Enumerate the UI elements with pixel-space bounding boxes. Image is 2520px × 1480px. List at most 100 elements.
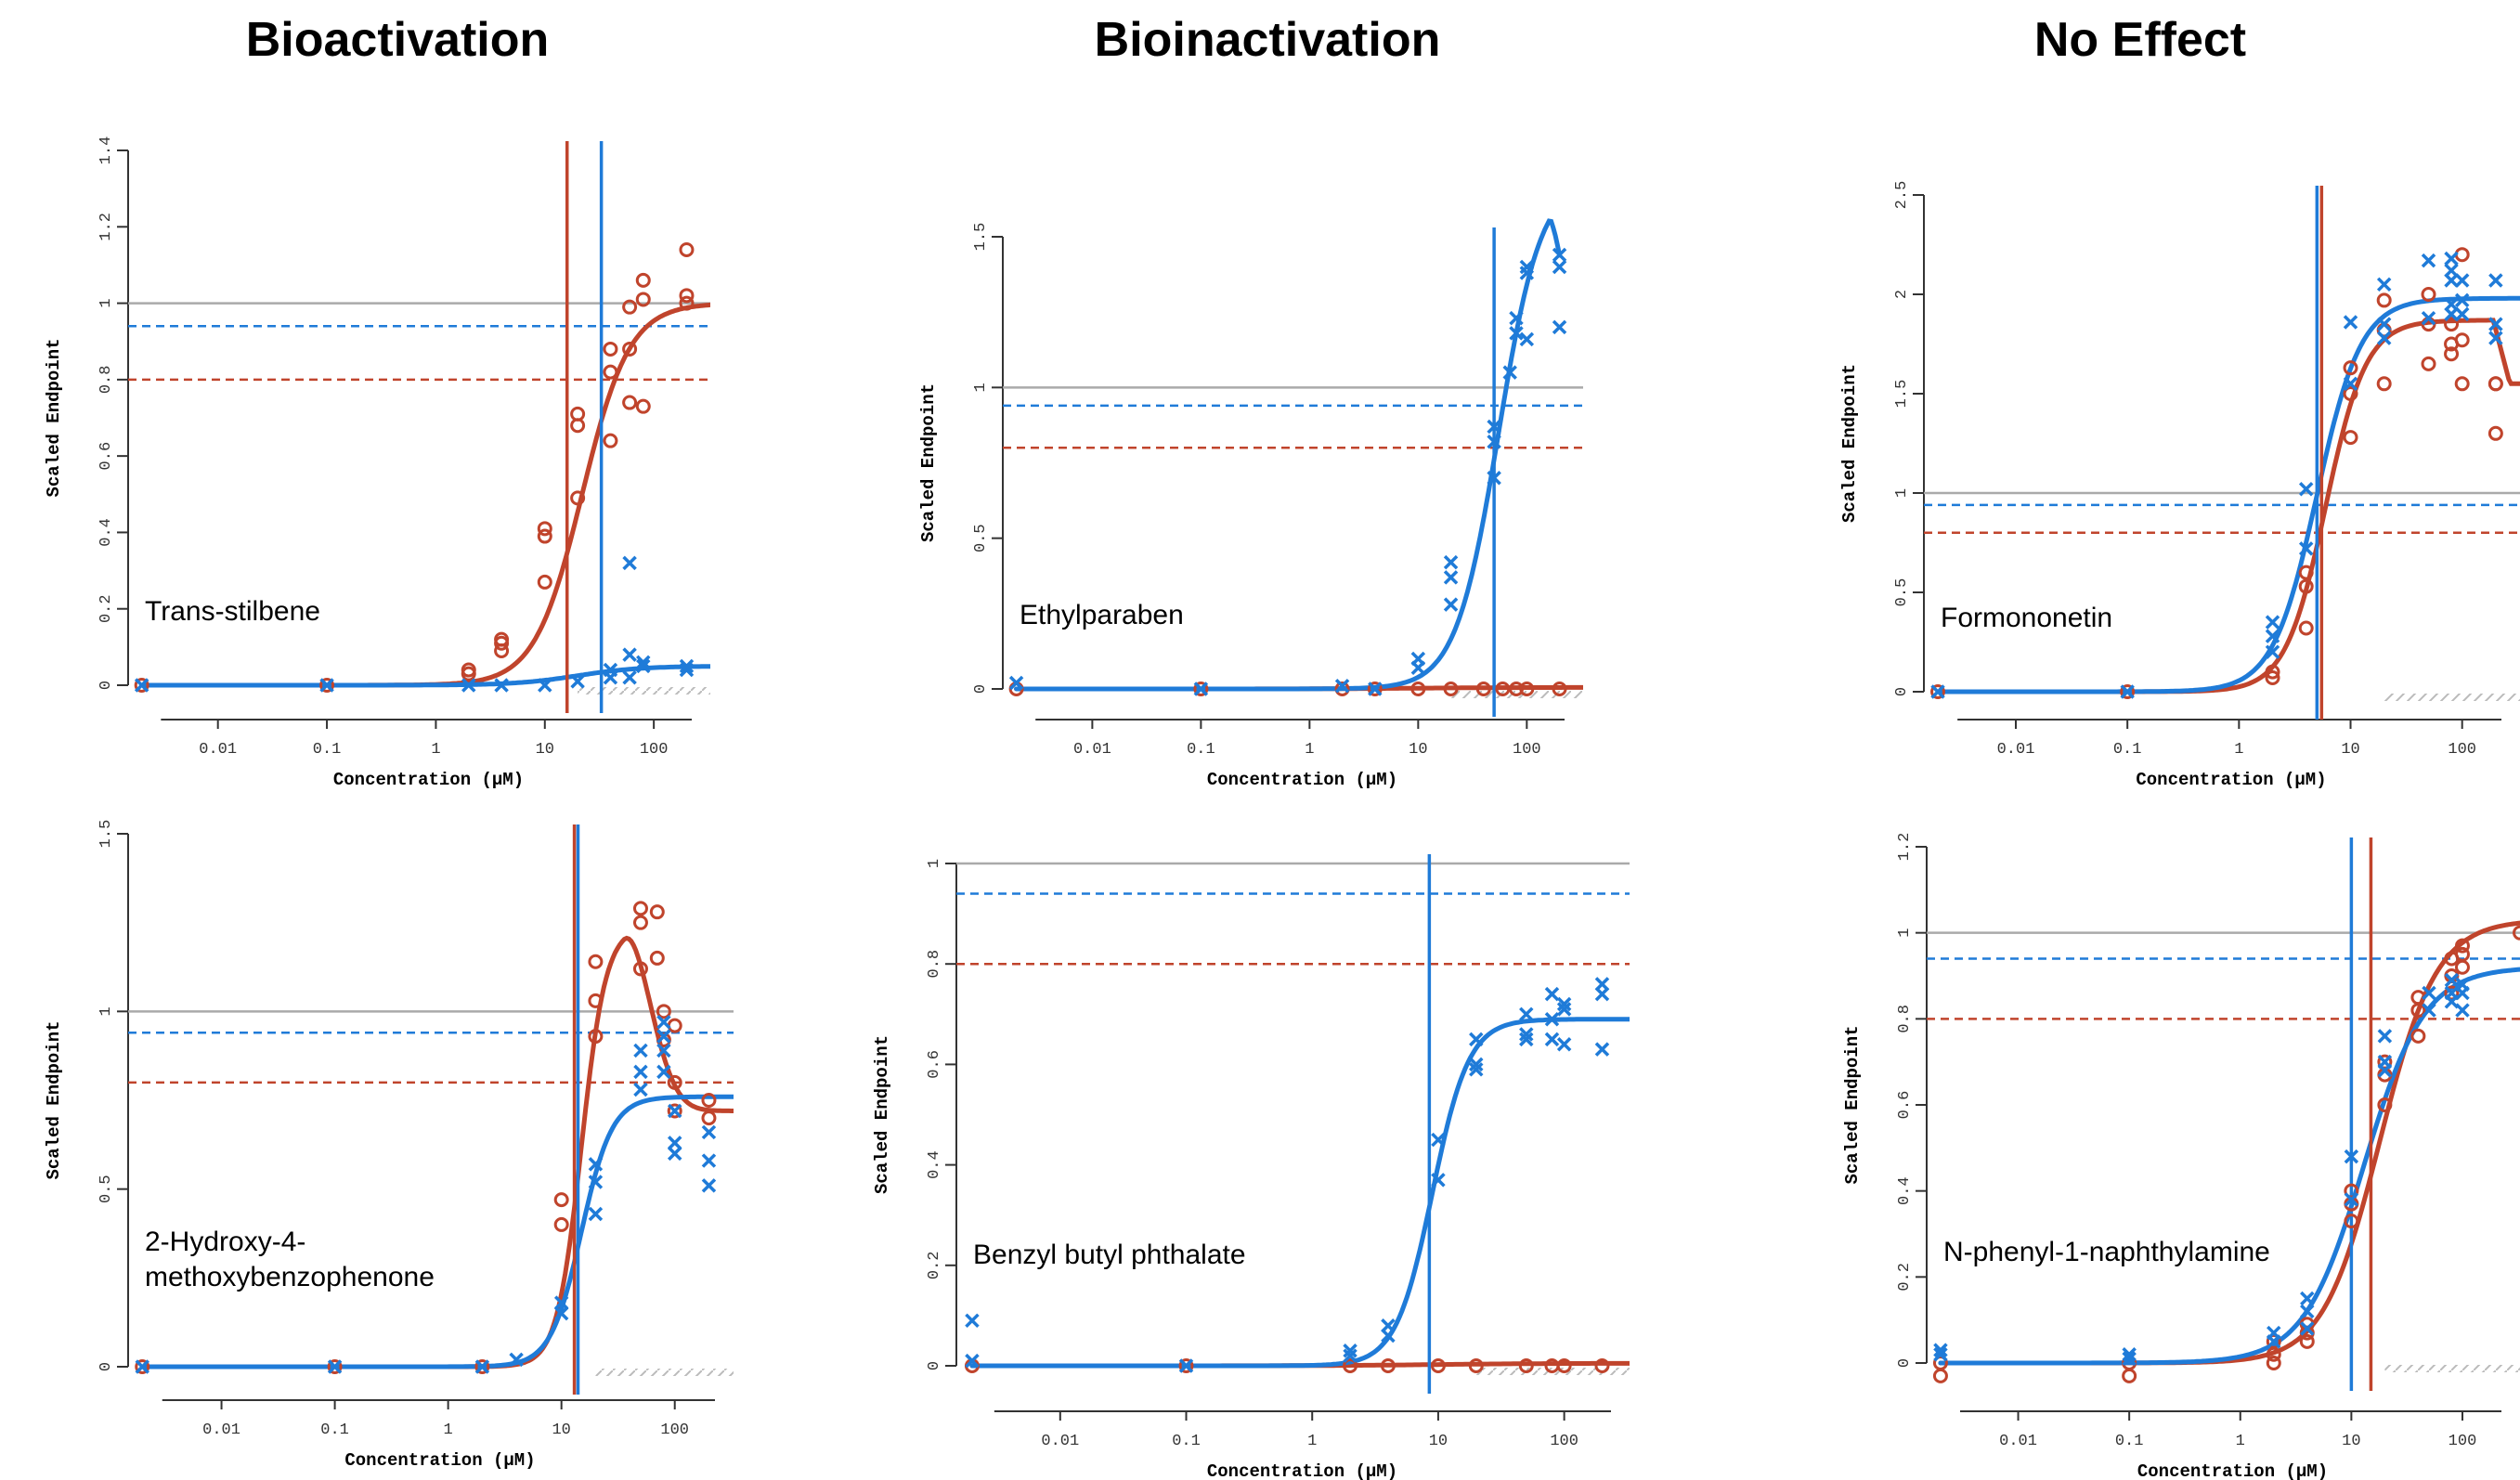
data-point-red <box>2454 247 2470 263</box>
data-point-blue <box>553 1295 569 1310</box>
y-tick-label: 1 <box>1896 928 1914 938</box>
data-point-blue <box>2377 1054 2393 1070</box>
data-point-blue <box>588 1157 604 1172</box>
x-tick-label: 100 <box>660 1422 689 1439</box>
data-point-blue <box>2422 985 2436 1001</box>
x-tick-label: 100 <box>1550 1433 1578 1450</box>
x-tick-label: 100 <box>2448 741 2476 759</box>
data-point-red <box>2122 1368 2137 1383</box>
data-point-blue <box>1544 986 1560 1002</box>
y-tick-label: 1 <box>97 1006 115 1016</box>
y-tick-label: 1.2 <box>97 213 115 241</box>
x-tick-label: 1 <box>1305 741 1314 759</box>
data-point-red <box>635 292 651 307</box>
data-point-blue <box>679 658 695 674</box>
panel-6: 0 0.2 0.4 0.6 0.8 1 1.2 Scaled Endpoint 0.01 0.1 1… <box>1842 833 2520 1480</box>
noise-band <box>578 687 710 695</box>
data-point-red <box>701 1093 717 1108</box>
data-point-blue <box>1431 1132 1446 1148</box>
x-tick-label: 0.01 <box>1999 1433 2037 1450</box>
data-point-blue <box>2300 1304 2315 1319</box>
y-tick-label: 2.5 <box>1893 181 1911 210</box>
data-point-red <box>1932 1356 1948 1370</box>
data-point-red <box>1509 682 1525 696</box>
data-point-blue <box>2300 1291 2315 1306</box>
data-point-blue <box>2454 306 2470 322</box>
data-point-blue <box>1431 1173 1446 1188</box>
data-point-red <box>553 1216 569 1232</box>
data-point-blue <box>622 670 637 685</box>
y-tick-label: 0 <box>926 1361 943 1370</box>
x-tick-label: 0.1 <box>2113 741 2142 759</box>
noise-band <box>2384 694 2520 701</box>
y-tick-label: 1 <box>1893 488 1911 498</box>
x-tick-label: 10 <box>1429 1433 1448 1450</box>
y-axis-title: Scaled Endpoint <box>872 1035 892 1194</box>
y-tick-label: 0.8 <box>1896 1005 1914 1033</box>
x-tick-label: 1 <box>2234 741 2243 759</box>
y-tick-label: 0 <box>97 1362 115 1371</box>
data-point-blue <box>2444 296 2459 312</box>
y-tick-label: 1 <box>926 859 943 868</box>
data-point-blue <box>1443 554 1459 570</box>
y-tick-label: 1 <box>97 298 115 307</box>
noise-band <box>2384 1365 2520 1372</box>
data-point-red <box>2343 386 2358 401</box>
data-point-blue <box>538 678 552 693</box>
data-point-blue <box>2422 1003 2436 1018</box>
y-axis-title: Scaled Endpoint <box>44 1020 64 1179</box>
data-point-red <box>494 631 510 647</box>
data-point-red <box>1367 682 1383 696</box>
data-point-blue <box>1556 1002 1572 1017</box>
data-point-blue <box>2488 331 2503 345</box>
data-point-blue <box>1487 435 1501 449</box>
data-point-red <box>701 1110 717 1126</box>
column-title-bioactivation: Bioactivation <box>246 13 550 67</box>
data-point-blue <box>2298 541 2314 556</box>
y-tick-label: 0.6 <box>97 442 115 471</box>
column-title-no-effect: No Effect <box>2034 13 2246 67</box>
column-title-bioinactivation: Bioinactivation <box>1095 13 1441 67</box>
data-point-red <box>635 398 651 414</box>
data-point-blue <box>1519 1032 1534 1047</box>
data-point-red <box>656 1004 671 1019</box>
y-tick-label: 0 <box>97 681 115 690</box>
data-point-red <box>2454 938 2470 954</box>
data-point-red <box>667 1103 682 1119</box>
data-point-red <box>327 1359 343 1374</box>
x-tick-label: 0.1 <box>313 741 342 759</box>
data-point-red <box>2344 1183 2359 1199</box>
x-axis-title: Concentration (μM) <box>2137 1461 2328 1480</box>
data-point-blue <box>509 1352 524 1368</box>
fit-curve-blue <box>139 664 710 688</box>
data-point-blue <box>667 1136 682 1150</box>
x-tick-label: 10 <box>2341 741 2359 759</box>
y-tick-label: 0.2 <box>97 594 115 623</box>
data-point-red <box>461 662 476 678</box>
data-point-blue <box>1930 684 1945 699</box>
data-point-red <box>2454 332 2470 348</box>
data-point-red <box>553 1192 569 1208</box>
data-point-blue <box>1556 1037 1572 1052</box>
data-point-blue <box>1552 319 1567 335</box>
data-point-red <box>1518 1358 1534 1373</box>
data-point-red <box>2266 1356 2281 1370</box>
y-tick-label: 0.4 <box>926 1150 943 1179</box>
data-point-red <box>1930 684 1946 699</box>
x-tick-label: 10 <box>2342 1433 2360 1450</box>
data-point-red <box>2376 376 2392 392</box>
data-point-red <box>2488 425 2503 441</box>
data-point-red <box>603 364 618 380</box>
data-point-blue <box>1443 597 1459 612</box>
data-point-blue <box>667 1103 682 1119</box>
data-point-red <box>135 1359 150 1374</box>
data-point-red <box>603 433 618 448</box>
data-point-blue <box>2376 331 2392 345</box>
x-tick-label: 0.01 <box>1073 741 1111 759</box>
y-tick-label: 1.5 <box>97 820 115 849</box>
chemical-label: Trans-stilbene <box>145 596 320 627</box>
x-tick-label: 0.01 <box>1041 1433 1079 1450</box>
data-point-blue <box>2488 317 2503 331</box>
data-point-blue <box>588 1206 604 1222</box>
data-point-blue <box>1469 1057 1484 1072</box>
